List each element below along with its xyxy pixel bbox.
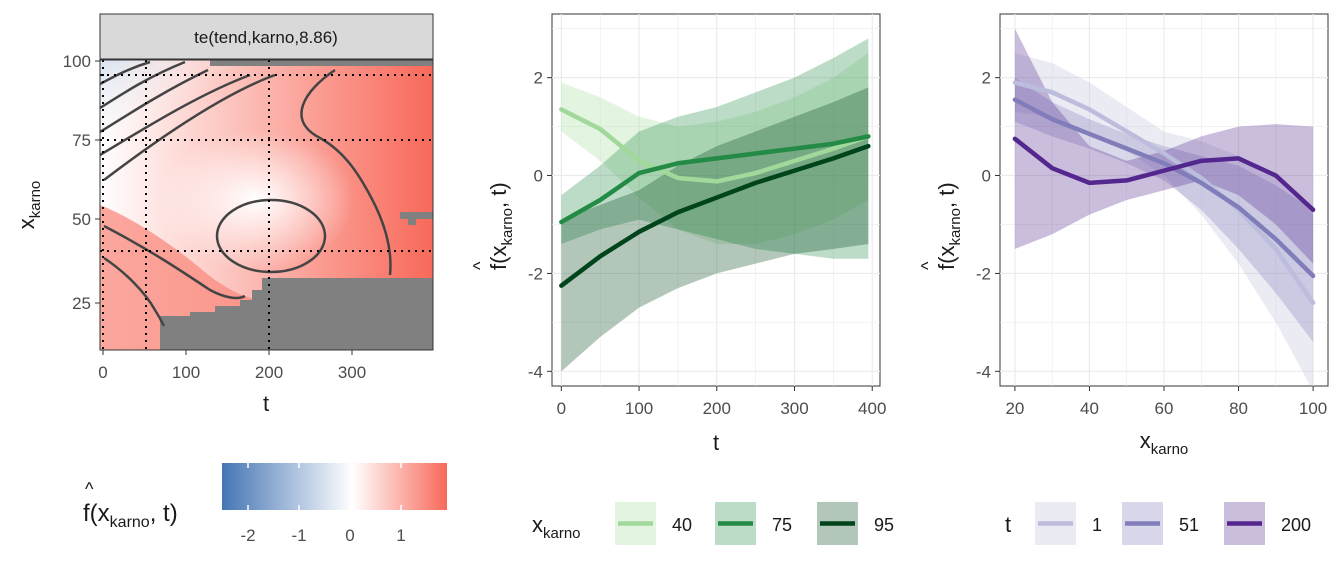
series-lines bbox=[559, 107, 871, 288]
x-axis-title: t bbox=[263, 391, 269, 416]
heatmap-no-data-patch bbox=[400, 212, 433, 219]
y-tick-label: 25 bbox=[72, 294, 91, 313]
ribbon-series-95 bbox=[561, 87, 869, 372]
heatmap-surface bbox=[100, 60, 433, 350]
y-tick-label: 0 bbox=[982, 167, 991, 186]
ribbon-series-75 bbox=[561, 38, 869, 259]
legend-title: t bbox=[1005, 512, 1011, 537]
y-tick-label: -4 bbox=[976, 362, 991, 381]
x-axis-title: t bbox=[713, 430, 719, 455]
legend-label-75: 75 bbox=[772, 515, 792, 535]
x-karno-legend: xkarno 40 75 95 bbox=[532, 502, 894, 545]
t-legend: t 1 51 200 bbox=[1005, 502, 1311, 545]
legend-label-200: 200 bbox=[1281, 515, 1311, 535]
x-tick-label: 300 bbox=[780, 399, 808, 418]
contour-line bbox=[100, 60, 186, 110]
x-tick-label: 60 bbox=[1155, 399, 1174, 418]
contour-line bbox=[103, 73, 276, 181]
colorbar-ticks bbox=[247, 463, 402, 510]
heatmap-y-axis: 25 50 75 100 xkarno bbox=[14, 52, 100, 313]
heatmap-no-data-patch bbox=[408, 219, 416, 225]
line-series-200 bbox=[1012, 136, 1316, 213]
heatmap-neutral-region bbox=[155, 130, 355, 270]
contour-line bbox=[103, 224, 246, 300]
colorbar-tick-label: -2 bbox=[240, 526, 255, 545]
legend-title: xkarno bbox=[532, 512, 581, 542]
heatmap-no-data-strip bbox=[210, 60, 433, 66]
y-axis-title: xkarno bbox=[14, 181, 44, 230]
axes: 20 40 60 80 100 -4 -2 0 2 bbox=[976, 69, 1327, 418]
strip-background bbox=[99, 13, 434, 60]
colorbar-tick-label: 1 bbox=[396, 526, 405, 545]
heatmap-no-data-region bbox=[160, 278, 433, 350]
contour-line bbox=[100, 68, 209, 134]
x-tick-label: 100 bbox=[625, 399, 653, 418]
x-tick-label: 100 bbox=[172, 363, 200, 382]
colorbar-title: ^ f(xkarno, t) bbox=[83, 479, 178, 531]
x-tick-label: 300 bbox=[338, 363, 366, 382]
y-tick-label: 100 bbox=[63, 52, 91, 71]
colorbar-tick-label: 0 bbox=[345, 526, 354, 545]
y-axis-title: ^ f(xkarno, t) bbox=[470, 182, 516, 270]
colorbar-gradient bbox=[222, 463, 447, 510]
ribbon-series-40 bbox=[561, 53, 869, 245]
y-tick-label: 75 bbox=[72, 131, 91, 150]
line-series-95 bbox=[559, 143, 871, 288]
y-tick-label: -2 bbox=[528, 264, 543, 283]
x-slices-panel: 20 40 60 80 100 -4 -2 0 2 xkarno ^ f(xkarno, t) bbox=[918, 13, 1329, 458]
y-axis-title-text: f(xkarno, t) bbox=[934, 182, 964, 270]
y-tick-label: -4 bbox=[528, 362, 543, 381]
t-slices-panel: 0 100 200 300 400 -4 -2 0 2 t ^ f(xkarno, t) bbox=[470, 13, 887, 455]
y-tick-label: 2 bbox=[982, 69, 991, 88]
strip-title: te(tend,karno,8.86) bbox=[194, 28, 338, 47]
y-tick-label: 0 bbox=[534, 167, 543, 186]
colorbar-title-text: f(xkarno, t) bbox=[83, 500, 178, 531]
x-tick-label: 80 bbox=[1229, 399, 1248, 418]
y-tick-label: 50 bbox=[72, 210, 91, 229]
ribbon-series-200 bbox=[1014, 28, 1314, 264]
colorbar-tick-label: -1 bbox=[291, 526, 306, 545]
line-series-51 bbox=[1012, 97, 1316, 279]
contour-line bbox=[215, 198, 327, 274]
x-axis-title: xkarno bbox=[1140, 428, 1189, 458]
series-lines bbox=[1012, 80, 1316, 306]
hat-glyph: ^ bbox=[85, 479, 94, 499]
x-tick-label: 200 bbox=[255, 363, 283, 382]
axes: 0 100 200 300 400 -4 -2 0 2 bbox=[528, 69, 887, 418]
hat-glyph: ^ bbox=[918, 261, 938, 270]
heatmap-x-axis: 0 100 200 300 t bbox=[98, 350, 366, 416]
y-axis-title-text: f(xkarno, t) bbox=[486, 182, 516, 270]
contour-line bbox=[100, 73, 251, 157]
legend-label-95: 95 bbox=[874, 515, 894, 535]
line-series-40 bbox=[559, 107, 871, 184]
legend-label-51: 51 bbox=[1179, 515, 1199, 535]
legend-label-40: 40 bbox=[672, 515, 692, 535]
x-tick-label: 40 bbox=[1080, 399, 1099, 418]
y-tick-label: -2 bbox=[976, 264, 991, 283]
hat-glyph: ^ bbox=[470, 261, 490, 270]
heatmap-border bbox=[99, 59, 434, 351]
line-series-1 bbox=[1012, 80, 1316, 306]
ribbon-series-51 bbox=[1014, 77, 1314, 342]
x-tick-label: 200 bbox=[703, 399, 731, 418]
y-tick-label: 2 bbox=[534, 69, 543, 88]
legend-label-1: 1 bbox=[1092, 515, 1102, 535]
contour-lines bbox=[100, 60, 392, 327]
confidence-ribbons bbox=[561, 38, 869, 372]
x-tick-label: 0 bbox=[557, 399, 566, 418]
contour-line bbox=[103, 256, 166, 327]
y-axis-title: ^ f(xkarno, t) bbox=[918, 182, 964, 270]
x-tick-label: 100 bbox=[1299, 399, 1327, 418]
colorbar-legend: ^ f(xkarno, t) -2 -1 0 1 bbox=[83, 463, 447, 545]
x-tick-label: 400 bbox=[858, 399, 886, 418]
contour-line bbox=[300, 68, 392, 276]
heatmap-panel: te(tend,karno,8.86) bbox=[14, 13, 434, 416]
gridlines bbox=[1000, 14, 1328, 386]
x-tick-label: 0 bbox=[98, 363, 107, 382]
x-tick-label: 20 bbox=[1005, 399, 1024, 418]
line-series-75 bbox=[559, 134, 871, 225]
